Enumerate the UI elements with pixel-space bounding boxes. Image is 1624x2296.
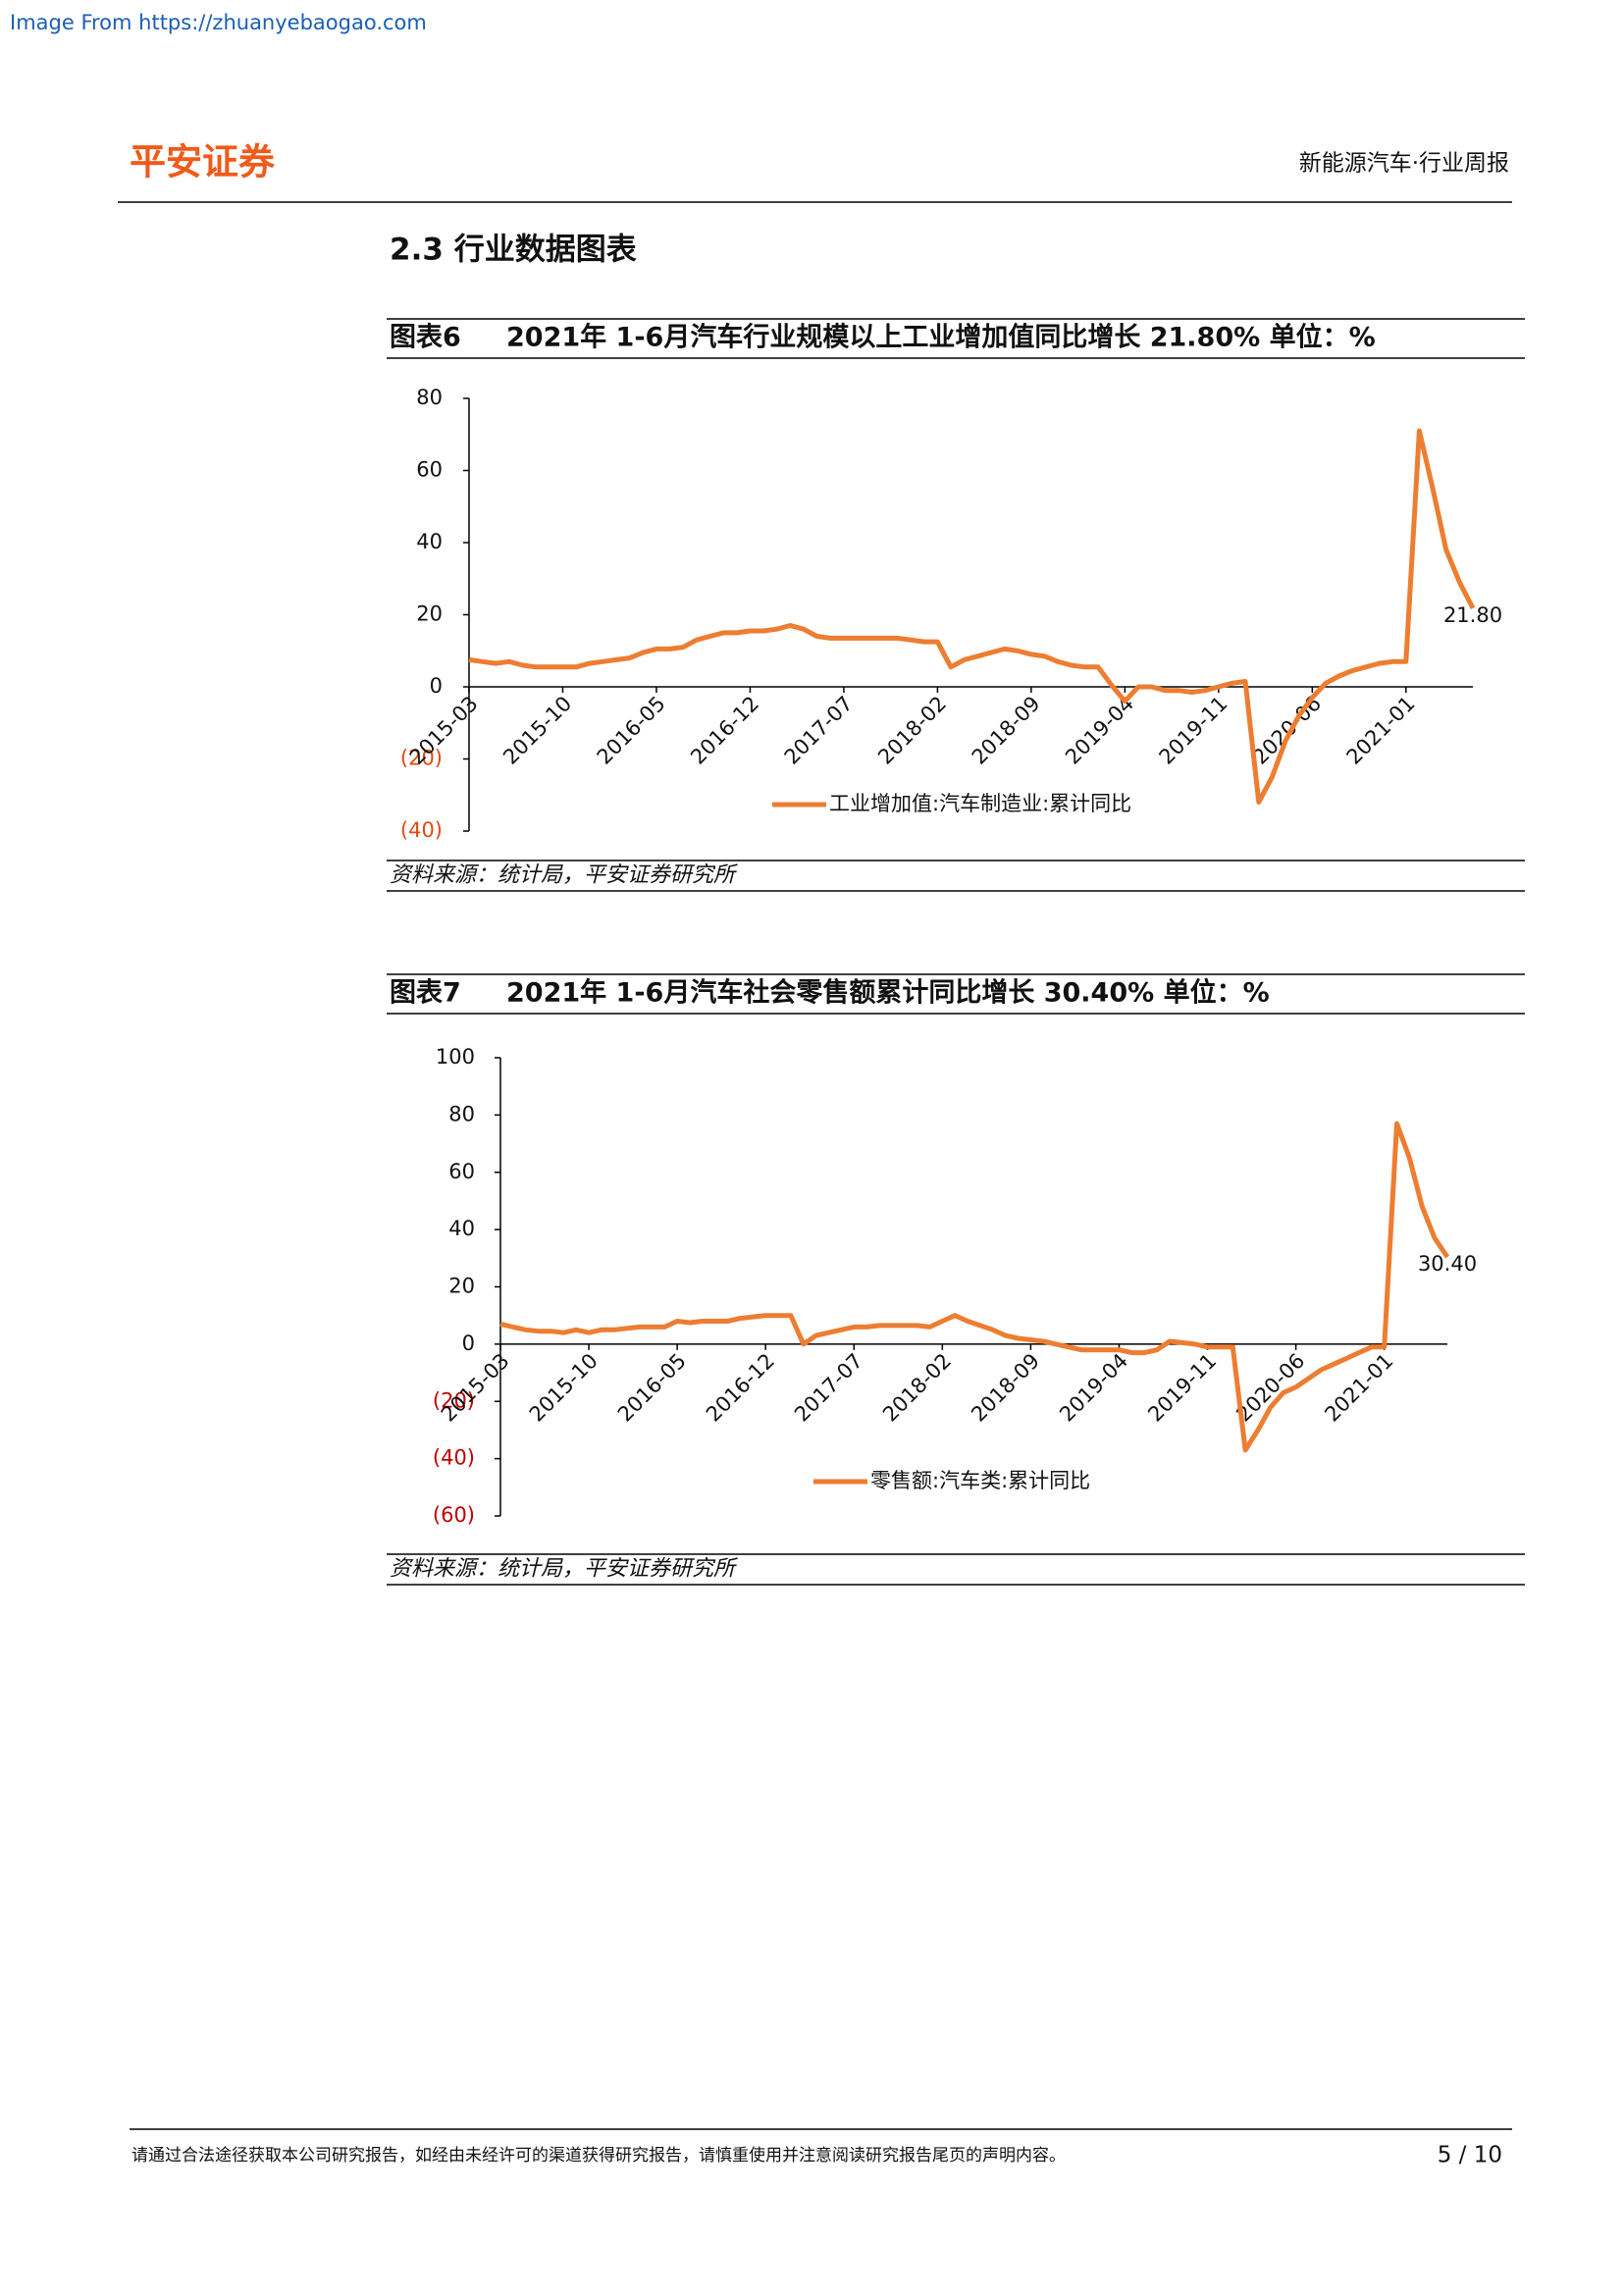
x-tick-label: 2015-03 [405,692,483,769]
x-tick-label: 2018-09 [967,1349,1044,1427]
chart-source: 资料来源：统计局，平安证券研究所 [390,863,738,888]
x-tick-label: 2016-12 [702,1349,779,1427]
data-line [499,1121,1450,1453]
y-tick-label: 0 [462,1331,475,1355]
y-tick-label: 60 [416,458,443,482]
chart-title: 2021年 1-6月汽车行业规模以上工业增加值同比增长 21.80% 单位：% [506,322,1376,353]
section-title: 2.3 行业数据图表 [390,233,637,268]
chart-source: 资料来源：统计局，平安证券研究所 [390,1557,738,1582]
y-tick-label: 0 [430,674,443,698]
legend-label: 零售额:汽车类:累计同比 [870,1469,1090,1492]
y-tick-label: (60) [433,1503,475,1527]
source-note[interactable]: Image From https://zhuanyebaogao.com [10,11,427,34]
x-tick-label: 2021-01 [1342,692,1420,769]
data-label: 21.80 [1443,603,1502,627]
x-tick-label: 2021-01 [1320,1349,1397,1427]
y-tick-label: 80 [416,386,443,409]
y-tick-label: 40 [416,530,443,553]
y-tick-label: (40) [400,818,443,842]
y-tick-label: 40 [448,1217,475,1240]
y-tick-label: 60 [448,1160,475,1183]
x-tick-label: 2019-11 [1155,692,1232,769]
y-tick-label: 20 [448,1275,475,1298]
x-tick-label: 2017-07 [790,1349,867,1427]
y-tick-label: (20) [433,1388,475,1412]
y-tick-label: 20 [416,602,443,626]
footer-disclaimer: 请通过合法途径获取本公司研究报告，如经由未经许可的渠道获得研究报告，请慎重使用并… [131,2145,1066,2166]
x-tick-label: 2019-04 [1055,1349,1132,1427]
x-tick-label: 2019-11 [1143,1349,1221,1427]
header-title: 新能源汽车·行业周报 [1299,151,1509,177]
y-tick-label: 100 [436,1045,475,1069]
x-tick-label: 2017-07 [780,692,858,769]
x-tick-label: 2016-05 [593,692,670,769]
logo: 平安证券 [130,141,276,183]
x-tick-label: 2020-06 [1248,692,1326,769]
x-tick-label: 2015-03 [437,1349,514,1427]
chart-title: 2021年 1-6月汽车社会零售额累计同比增长 30.40% 单位：% [506,977,1270,1009]
x-tick-label: 2015-10 [525,1349,602,1427]
x-tick-label: 2018-02 [878,1349,956,1427]
figure-label: 图表6 [390,323,461,353]
y-tick-label: 80 [448,1102,475,1125]
legend-label: 工业增加值:汽车制造业:累计同比 [829,792,1131,815]
page-number: 5 / 10 [1438,2143,1502,2168]
figure-label: 图表7 [390,978,461,1009]
y-tick-label: (20) [400,747,443,770]
x-tick-label: 2019-04 [1061,692,1138,769]
data-line [468,428,1476,806]
x-tick-label: 2016-05 [613,1349,691,1427]
x-tick-label: 2018-02 [873,692,951,769]
data-label: 30.40 [1418,1252,1477,1276]
x-tick-label: 2015-10 [498,692,576,769]
x-tick-label: 2016-12 [686,692,763,769]
y-tick-label: (40) [433,1446,475,1470]
x-tick-label: 2018-09 [968,692,1045,769]
